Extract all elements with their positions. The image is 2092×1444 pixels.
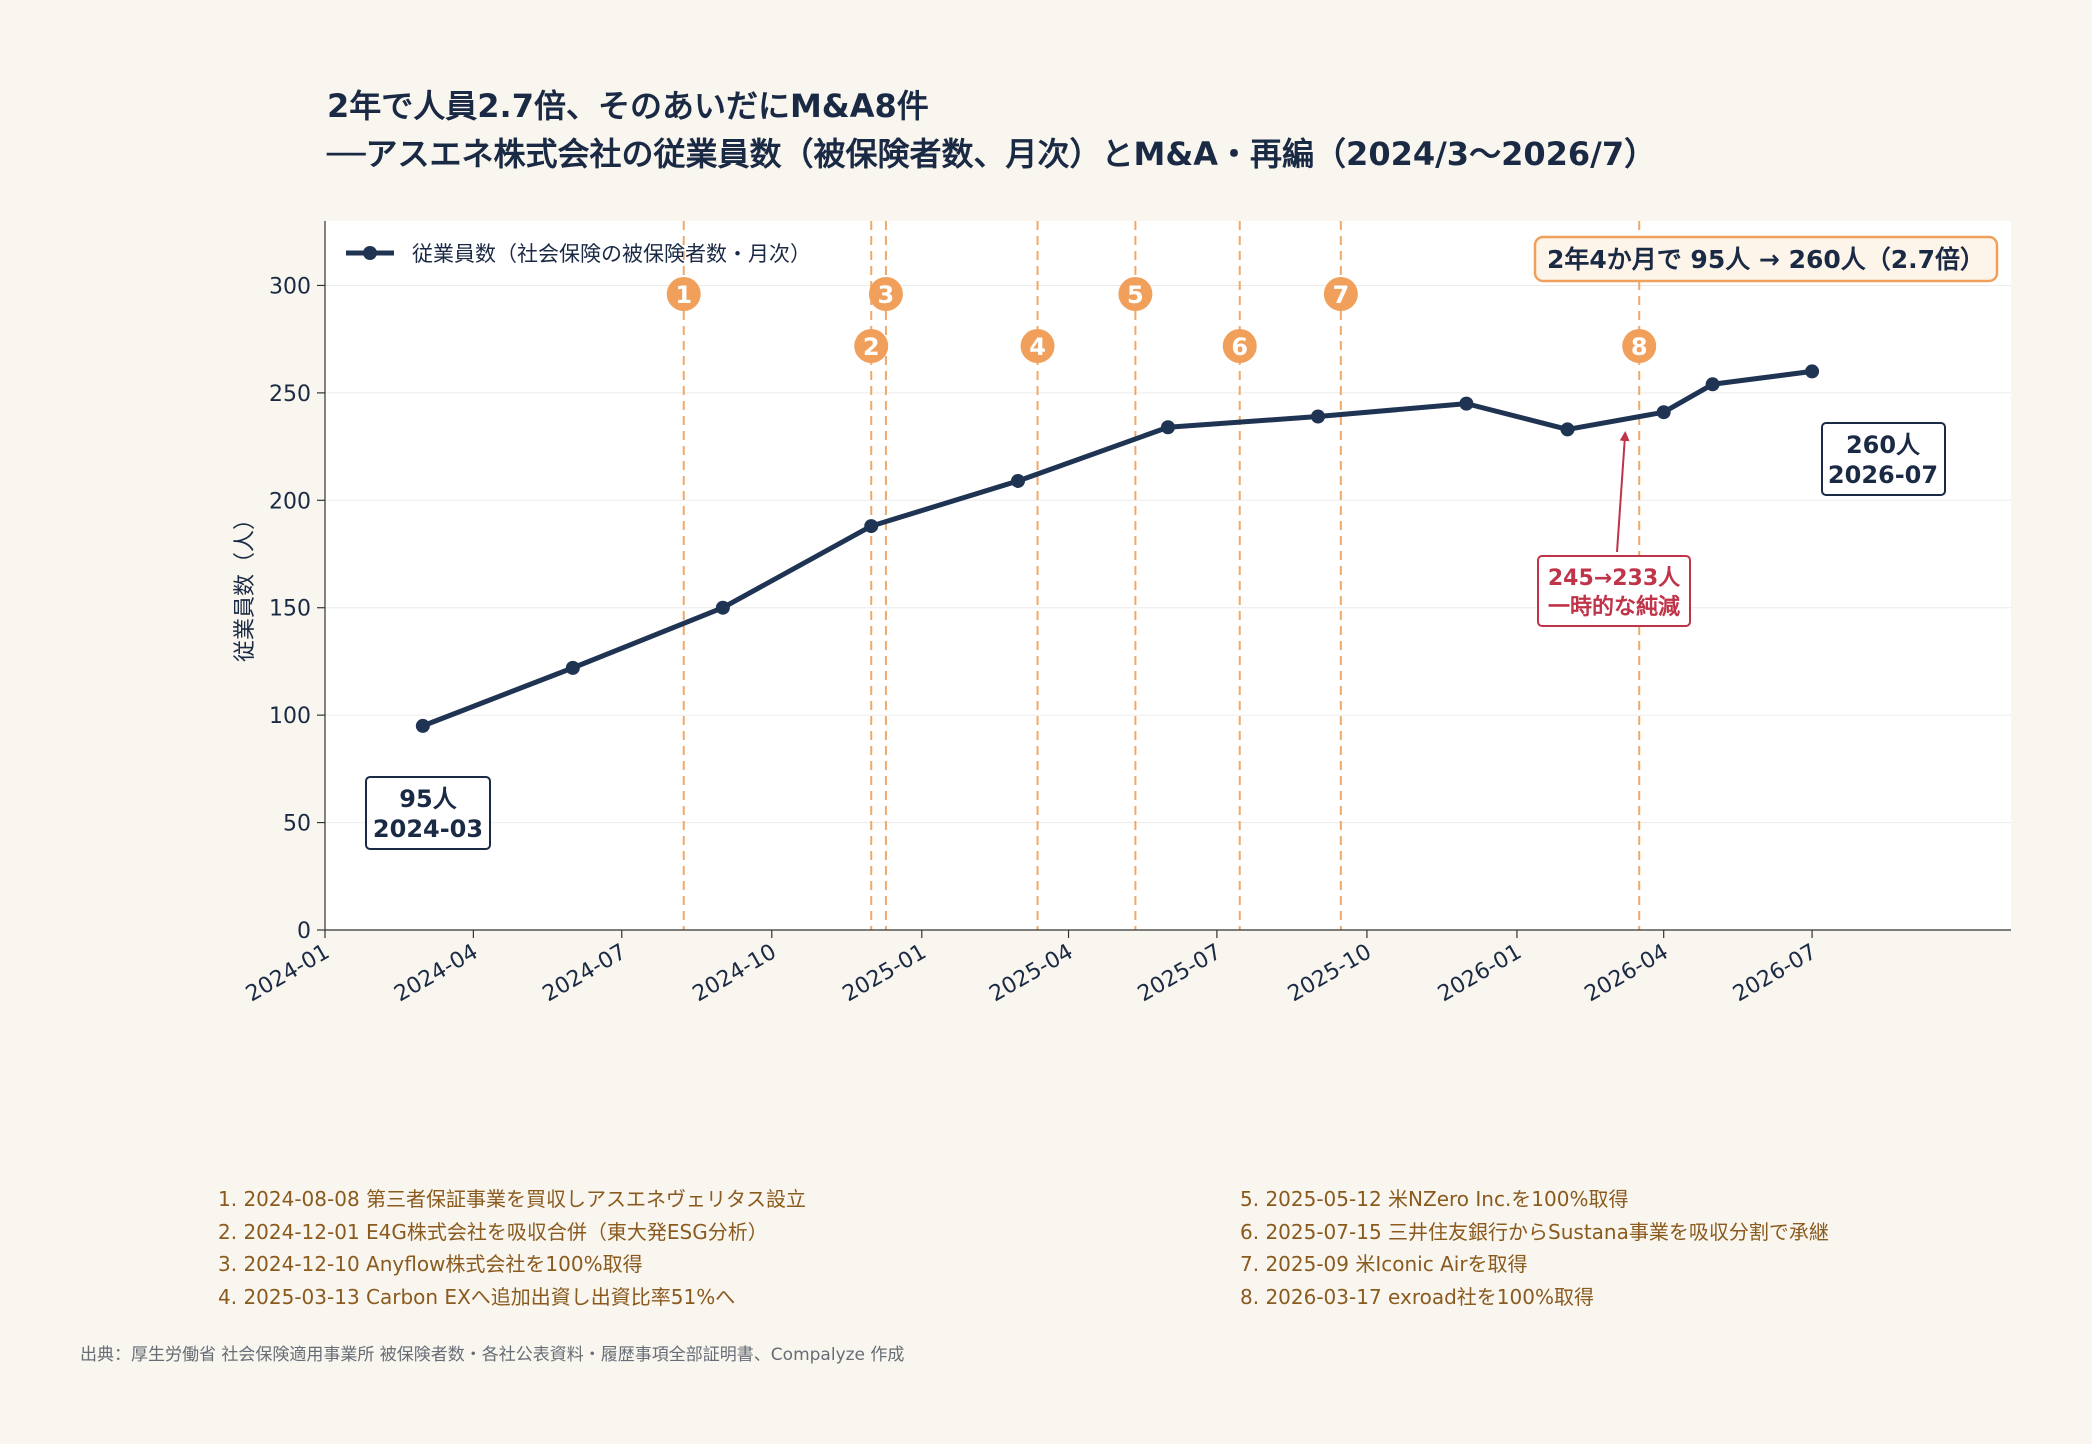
data-point [1656,405,1671,420]
y-ticks: 0 50 100 150 200 250 300 [269,274,325,944]
data-point [1161,420,1175,435]
event-badge-6 [1222,329,1257,363]
y-tick-label: 300 [269,274,311,299]
end-label-box [1821,422,1946,496]
series-employees [415,364,1820,733]
event-notes-left: 1. 2024-08-08 第三者保証事業を買収しアスエネヴェリタス設立 2. … [218,1183,806,1313]
start-label-count: 95人 [399,785,456,813]
event-note-3: 3. 2024-12-10 Anyflow株式会社を100%取得 [218,1252,643,1276]
end-label-date: 2026-07 [1828,461,1938,489]
chart-title-line1: 2年で人員2.7倍、そのあいだにM&A8件 [327,87,929,125]
event-markers: 1 2 3 4 5 6 7 8 [666,221,1657,930]
y-tick-label: 100 [269,704,311,729]
x-tick-label: 2025-04 [985,940,1077,1008]
data-point [565,660,580,675]
event-note-5: 5. 2025-05-12 米NZero Inc.を100%取得 [1240,1187,1629,1211]
event-note-2: 2. 2024-12-01 E4G株式会社を吸収合併（東大発ESG分析） [218,1219,768,1244]
dip-label-change: 245→233人 [1548,566,1680,591]
event-notes-right: 5. 2025-05-12 米NZero Inc.を100%取得 6. 2025… [1240,1183,1829,1313]
axes [324,221,2011,931]
x-tick-label: 2026-07 [1729,940,1821,1008]
dip-label-note: 一時的な純減 [1548,594,1680,620]
data-point [864,519,879,534]
event-badge-3 [868,277,903,311]
event-badge-8 [1622,329,1657,363]
event-note-7: 7. 2025-09 米Iconic Airを取得 [1240,1252,1528,1276]
x-tick-label: 2025-07 [1134,940,1226,1008]
start-label-box [365,776,491,850]
source-note: 出典：厚生労働省 社会保険適用事業所 被保険者数・各社公表資料・履歴事項全部証明… [80,1345,905,1365]
dip-label-box [1537,555,1691,627]
x-tick-label: 2026-01 [1434,940,1526,1008]
data-point [1311,409,1326,424]
data-point [1459,396,1474,411]
x-tick-label: 2024-01 [242,940,334,1008]
x-ticks: 2024-01 2024-04 2024-07 2024-10 2025-01 2025-… [242,930,1821,1007]
x-tick-label: 2024-04 [390,940,482,1008]
event-badge-5 [1118,277,1153,311]
legend-label: 従業員数（社会保険の被保険者数・月次） [412,242,811,266]
chart-title: 2年で人員2.7倍、そのあいだにM&A8件 ──アスエネ株式会社の従業員数（被保… [327,82,1656,178]
y-axis-label: 従業員数（人） [233,508,258,662]
event-badge-2 [854,329,889,363]
y-tick-label: 250 [269,382,311,407]
event-note-6: 6. 2025-07-15 三井住友銀行からSustana事業を吸収分割で承継 [1240,1219,1829,1244]
event-badge-label-7: 7 [1332,281,1349,309]
data-point [1805,364,1820,379]
event-badge-label-2: 2 [863,333,880,361]
event-note-4: 4. 2025-03-13 Carbon EXへ追加出資し出資比率51%へ [218,1284,736,1309]
data-point [1560,422,1575,437]
end-label-count: 260人 [1846,431,1920,459]
legend: 従業員数（社会保険の被保険者数・月次） [346,242,811,266]
data-point [715,600,730,615]
event-badge-label-5: 5 [1127,281,1144,309]
event-badge-label-4: 4 [1029,333,1046,361]
data-point [415,718,430,733]
event-badge-label-1: 1 [675,281,692,309]
summary-text: 2年4か月で 95人 → 260人（2.7倍） [1547,245,1985,274]
chart-title-line2: ──アスエネ株式会社の従業員数（被保険者数、月次）とM&A・再編（2024/3〜… [327,135,1657,173]
plot-area [325,221,2011,930]
event-badge-4 [1020,329,1055,363]
event-badge-label-8: 8 [1631,333,1648,361]
annotations: 2年4か月で 95人 → 260人（2.7倍） 95人 2024-03 260人… [365,235,1999,850]
x-tick-label: 2026-04 [1581,940,1673,1008]
x-tick-label: 2024-07 [539,940,631,1008]
event-badge-label-6: 6 [1231,333,1248,361]
dip-arrow [1616,431,1630,553]
y-tick-label: 50 [283,812,311,837]
event-badge-label-3: 3 [878,281,895,309]
event-badge-1 [666,277,701,311]
y-tick-label: 200 [269,489,311,514]
summary-box [1533,235,1999,283]
data-point [1010,473,1025,488]
event-note-1: 1. 2024-08-08 第三者保証事業を買収しアスエネヴェリタス設立 [218,1187,807,1211]
event-note-8: 8. 2026-03-17 exroad社を100%取得 [1240,1284,1594,1309]
x-tick-label: 2025-10 [1284,940,1376,1008]
data-point [1705,377,1720,392]
start-label-date: 2024-03 [373,815,483,843]
grid-lines [325,284,2011,824]
x-tick-label: 2024-10 [689,940,781,1008]
series-line [420,368,1815,729]
y-tick-label: 0 [297,919,311,944]
event-badge-7 [1323,277,1358,311]
y-tick-label: 150 [269,597,311,622]
legend-marker-swatch [363,246,377,260]
x-tick-label: 2025-01 [839,940,931,1008]
